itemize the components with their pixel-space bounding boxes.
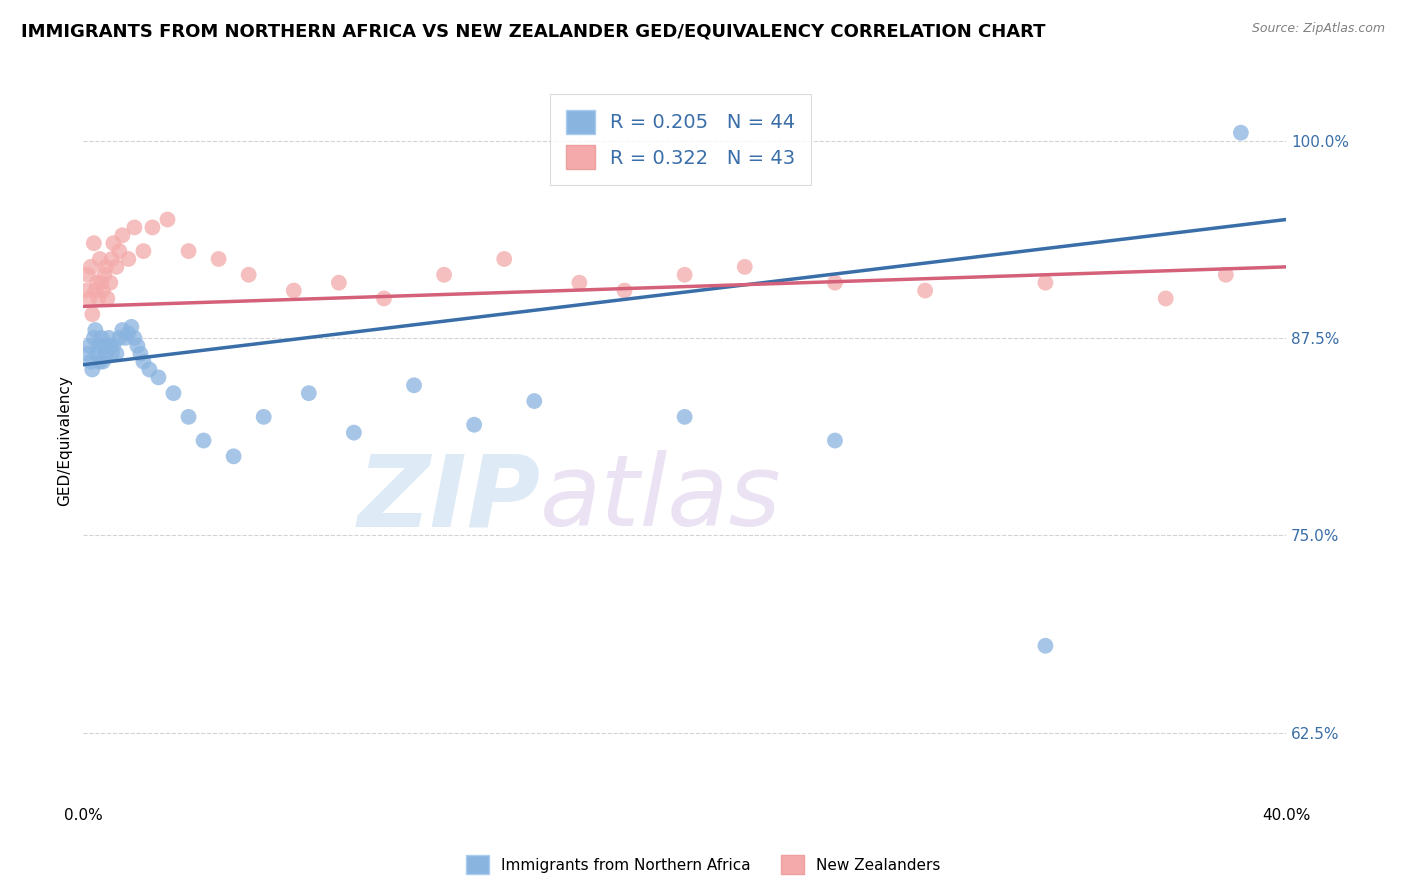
- Point: [91, 354, 114, 368]
- Point: [105, 347, 128, 361]
- Point: [89, 252, 111, 266]
- Point: [129, 347, 152, 361]
- Point: [238, 268, 260, 282]
- Point: [1035, 639, 1057, 653]
- Point: [101, 347, 124, 361]
- Point: [673, 409, 696, 424]
- Point: [96, 292, 118, 306]
- Point: [98, 276, 121, 290]
- Point: [1215, 268, 1237, 282]
- Point: [824, 434, 846, 448]
- Point: [253, 409, 276, 424]
- Point: [402, 378, 425, 392]
- Point: [75, 284, 97, 298]
- Point: [93, 268, 115, 282]
- Point: [90, 331, 112, 345]
- Point: [343, 425, 366, 440]
- Point: [127, 339, 149, 353]
- Point: [117, 252, 139, 266]
- Point: [124, 220, 146, 235]
- Legend: Immigrants from Northern Africa, New Zealanders: Immigrants from Northern Africa, New Zea…: [460, 849, 946, 880]
- Point: [84, 323, 107, 337]
- Point: [87, 339, 110, 353]
- Point: [108, 244, 131, 258]
- Point: [76, 347, 98, 361]
- Point: [673, 268, 696, 282]
- Point: [90, 276, 112, 290]
- Point: [1230, 126, 1253, 140]
- Point: [494, 252, 516, 266]
- Point: [111, 228, 134, 243]
- Point: [124, 331, 146, 345]
- Point: [207, 252, 229, 266]
- Point: [108, 331, 131, 345]
- Point: [94, 260, 117, 274]
- Point: [568, 276, 591, 290]
- Point: [132, 244, 155, 258]
- Point: [734, 260, 756, 274]
- Point: [613, 284, 636, 298]
- Text: IMMIGRANTS FROM NORTHERN AFRICA VS NEW ZEALANDER GED/EQUIVALENCY CORRELATION CHA: IMMIGRANTS FROM NORTHERN AFRICA VS NEW Z…: [21, 22, 1046, 40]
- Point: [82, 362, 104, 376]
- Point: [80, 354, 103, 368]
- Point: [463, 417, 485, 432]
- Point: [283, 284, 305, 298]
- Point: [373, 292, 395, 306]
- Y-axis label: GED/Equivalency: GED/Equivalency: [58, 376, 72, 506]
- Point: [523, 394, 546, 409]
- Point: [94, 347, 117, 361]
- Point: [141, 220, 163, 235]
- Legend: R = 0.205   N = 44, R = 0.322   N = 43: R = 0.205 N = 44, R = 0.322 N = 43: [550, 95, 811, 185]
- Point: [117, 326, 139, 341]
- Point: [433, 268, 456, 282]
- Point: [84, 284, 107, 298]
- Point: [83, 236, 105, 251]
- Point: [103, 236, 125, 251]
- Point: [177, 244, 200, 258]
- Point: [222, 450, 245, 464]
- Point: [148, 370, 170, 384]
- Point: [86, 276, 108, 290]
- Point: [79, 339, 101, 353]
- Point: [82, 307, 104, 321]
- Point: [97, 331, 120, 345]
- Text: atlas: atlas: [540, 450, 782, 547]
- Point: [89, 354, 111, 368]
- Point: [132, 354, 155, 368]
- Point: [298, 386, 321, 401]
- Text: Source: ZipAtlas.com: Source: ZipAtlas.com: [1251, 22, 1385, 36]
- Point: [83, 331, 105, 345]
- Point: [105, 260, 128, 274]
- Point: [914, 284, 936, 298]
- Point: [96, 339, 118, 353]
- Point: [80, 260, 103, 274]
- Point: [79, 292, 101, 306]
- Point: [328, 276, 350, 290]
- Text: ZIP: ZIP: [357, 450, 540, 547]
- Point: [1154, 292, 1177, 306]
- Point: [93, 339, 115, 353]
- Point: [91, 284, 114, 298]
- Point: [86, 347, 108, 361]
- Point: [98, 339, 121, 353]
- Point: [101, 252, 124, 266]
- Point: [87, 292, 110, 306]
- Point: [156, 212, 179, 227]
- Point: [111, 323, 134, 337]
- Point: [162, 386, 184, 401]
- Point: [103, 339, 125, 353]
- Point: [193, 434, 215, 448]
- Point: [1035, 276, 1057, 290]
- Point: [177, 409, 200, 424]
- Point: [120, 319, 142, 334]
- Point: [114, 331, 136, 345]
- Point: [138, 362, 160, 376]
- Point: [824, 276, 846, 290]
- Point: [76, 268, 98, 282]
